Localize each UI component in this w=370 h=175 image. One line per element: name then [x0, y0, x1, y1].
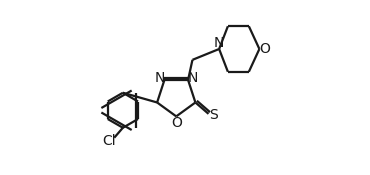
Text: N: N: [188, 71, 198, 85]
Text: S: S: [209, 108, 218, 122]
Text: N: N: [214, 36, 224, 50]
Text: Cl: Cl: [102, 134, 116, 148]
Text: O: O: [259, 42, 270, 56]
Text: O: O: [171, 116, 182, 130]
Text: N: N: [154, 71, 165, 85]
